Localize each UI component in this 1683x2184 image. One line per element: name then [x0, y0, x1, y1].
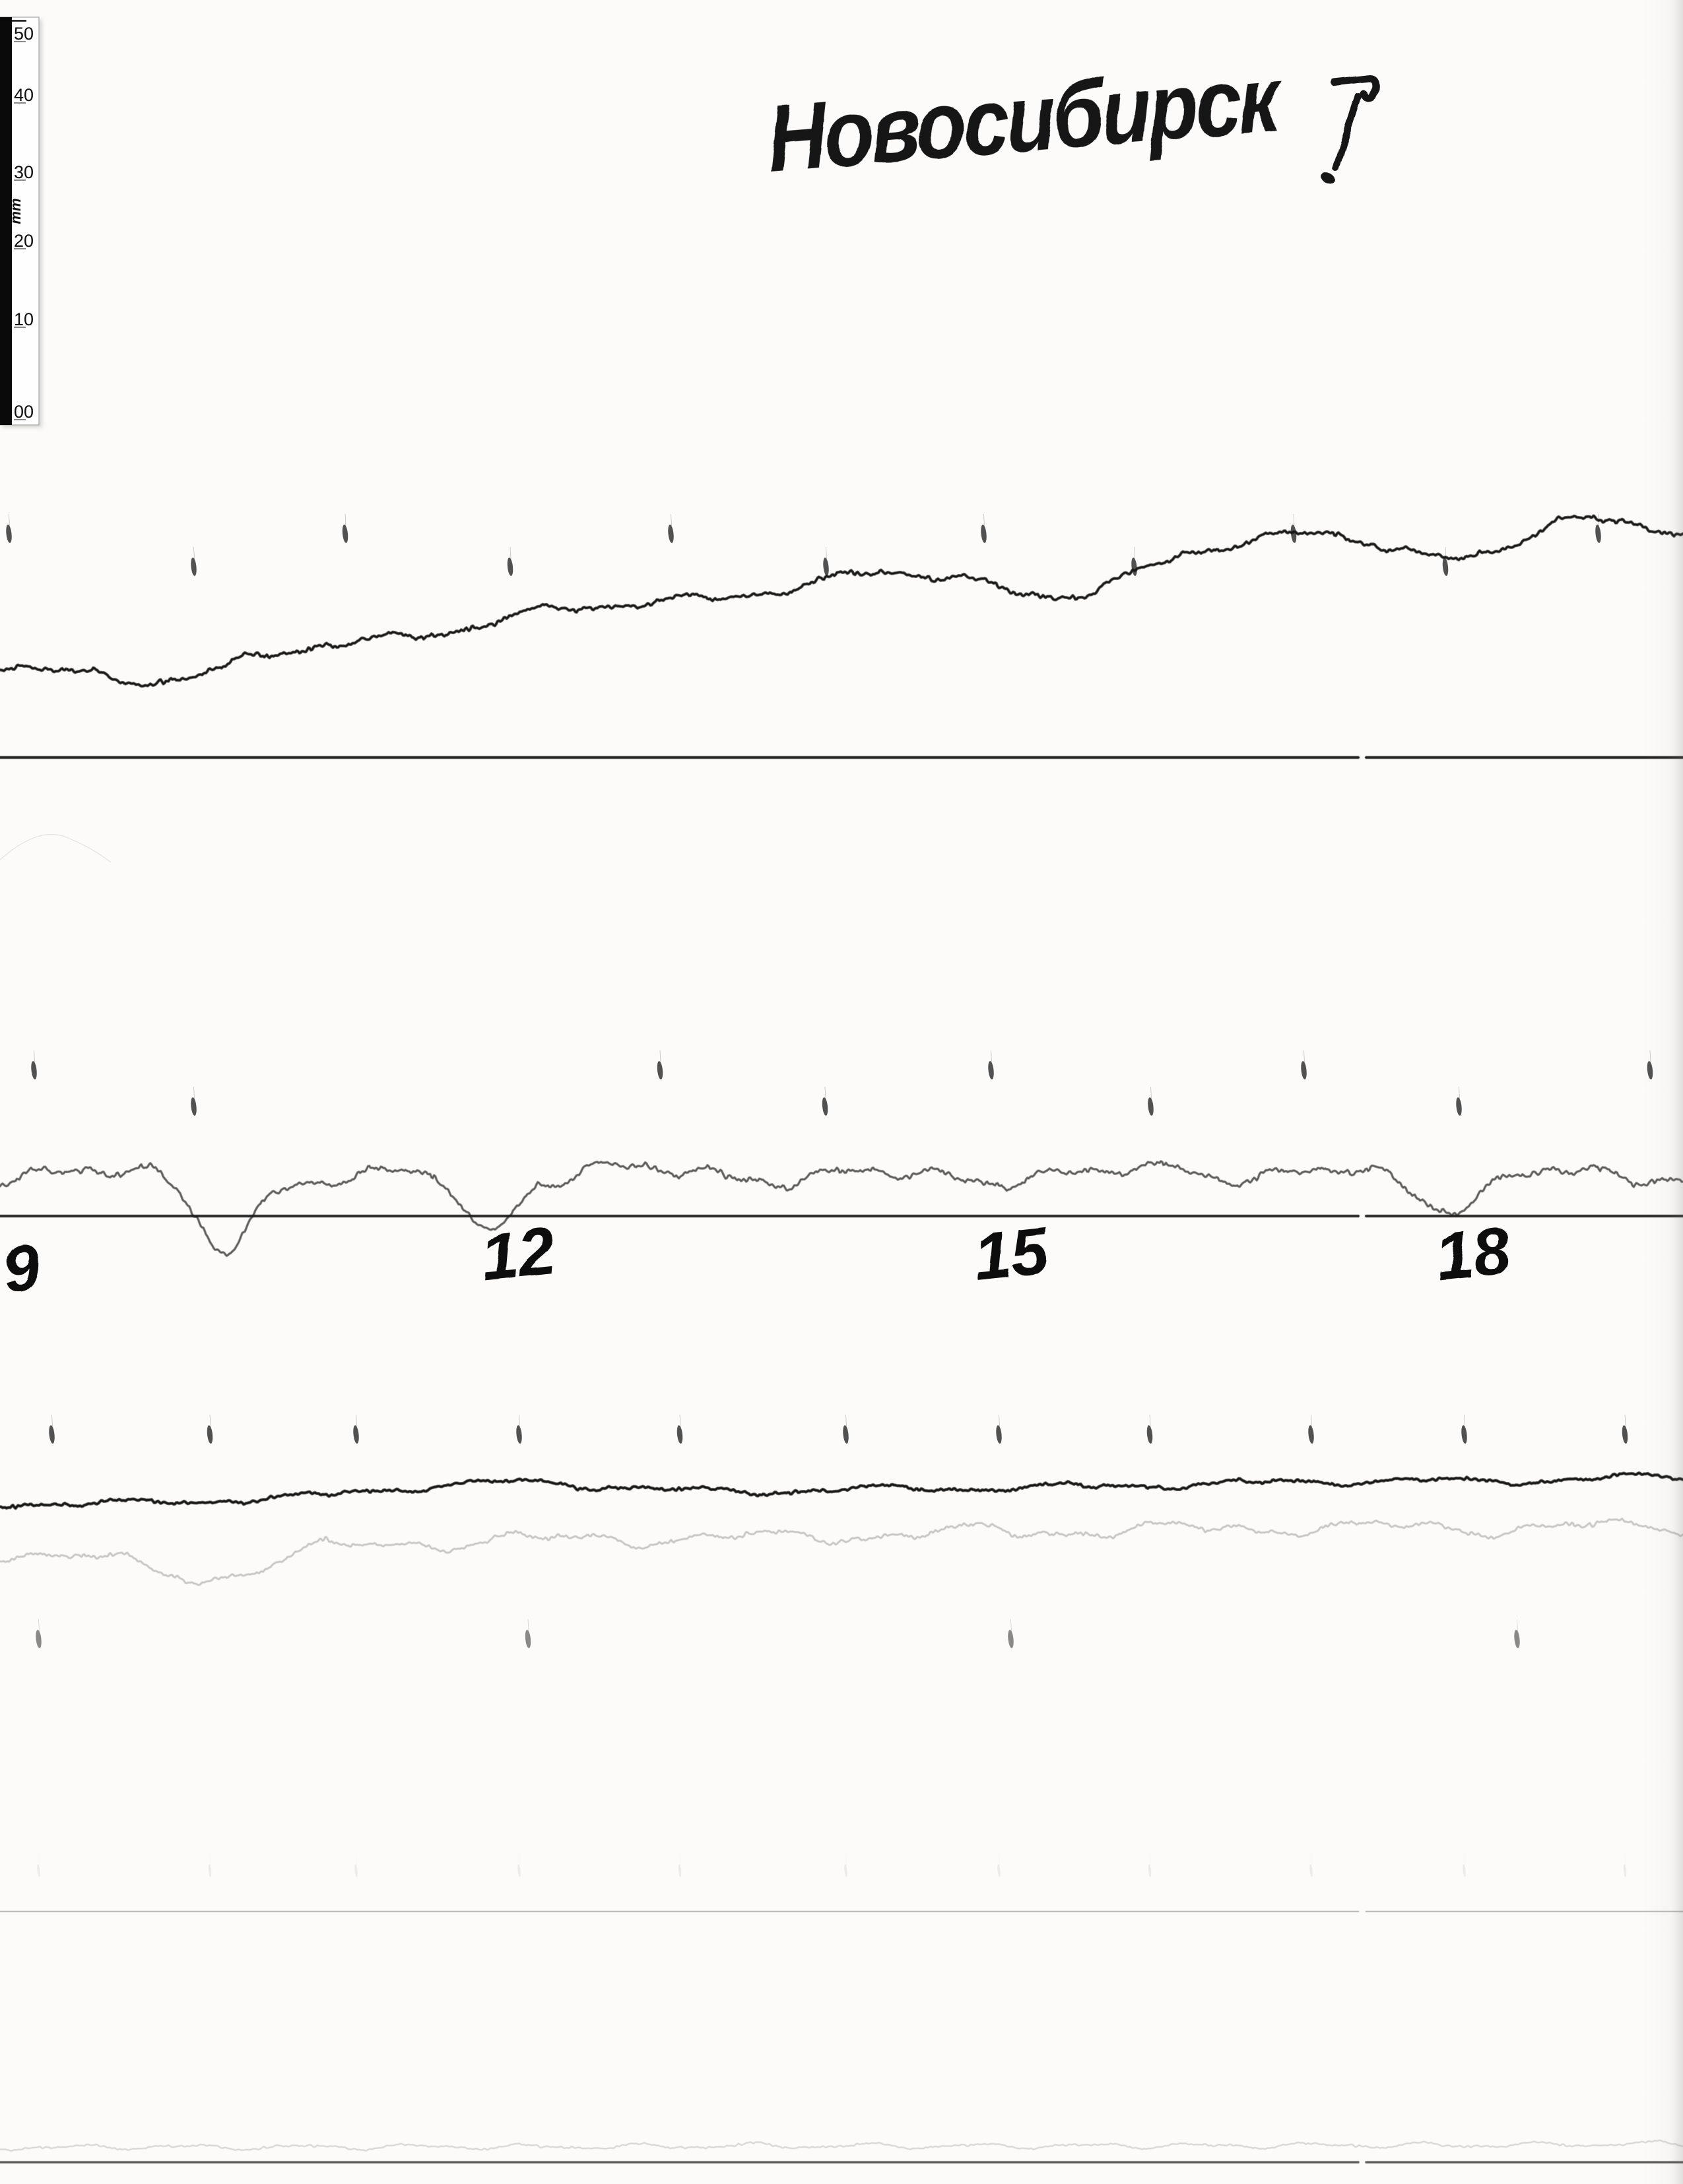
svg-text:mm: mm: [7, 198, 24, 224]
svg-text:10: 10: [14, 309, 34, 329]
svg-text:00: 00: [14, 402, 34, 422]
svg-text:15: 15: [971, 1213, 1053, 1295]
svg-text:40: 40: [14, 85, 34, 105]
svg-text:20: 20: [14, 231, 34, 251]
svg-text:30: 30: [14, 162, 34, 182]
svg-text:18: 18: [1433, 1213, 1514, 1295]
svg-text:50: 50: [14, 24, 34, 44]
svg-text:12: 12: [478, 1213, 558, 1295]
